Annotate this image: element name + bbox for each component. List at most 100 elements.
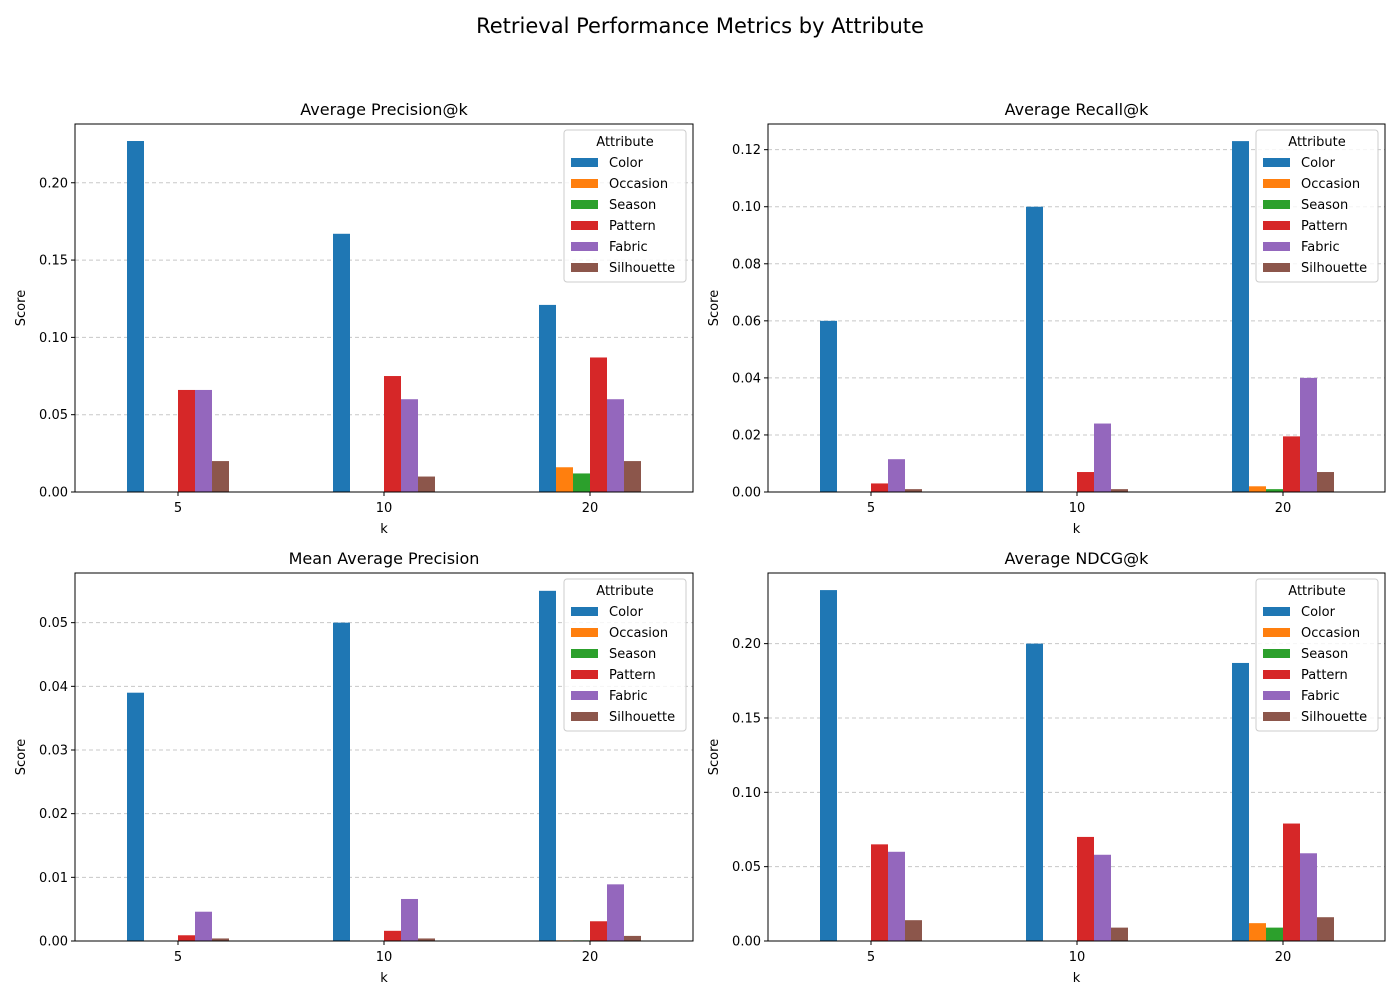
y-axis-label: Score — [707, 739, 722, 775]
bar-silhouette-k5 — [905, 920, 922, 941]
legend-swatch-color — [571, 607, 598, 616]
legend-label-pattern: Pattern — [609, 219, 656, 234]
legend-label-color: Color — [1301, 605, 1336, 620]
bar-pattern-k10 — [384, 930, 401, 941]
legend-label-season: Season — [609, 647, 656, 662]
bar-color-k5 — [127, 141, 144, 492]
bar-silhouette-k10 — [1111, 927, 1128, 941]
bar-occasion-k20 — [556, 467, 573, 492]
legend-title: Attribute — [596, 584, 653, 599]
legend-label-color: Color — [609, 156, 644, 171]
legend: Attribute Color Occasion Season Pattern Fabri… — [563, 578, 687, 732]
bar-fabric-k10 — [1094, 854, 1111, 941]
y-tick-label: 0.05 — [39, 408, 68, 423]
legend-label-pattern: Pattern — [1301, 668, 1348, 683]
bar-fabric-k5 — [888, 459, 905, 492]
legend-label-season: Season — [609, 198, 656, 213]
bar-silhouette-k20 — [624, 935, 641, 941]
legend-label-silhouette: Silhouette — [609, 710, 675, 725]
legend-label-silhouette: Silhouette — [609, 261, 675, 276]
legend-swatch-pattern — [571, 670, 598, 679]
bar-pattern-k5 — [178, 935, 195, 941]
legend-label-occasion: Occasion — [609, 177, 668, 192]
bar-pattern-k5 — [871, 483, 888, 492]
x-tick-label: 5 — [174, 950, 182, 965]
chart-panel-2: 0.00 0.02 0.04 0.06 0.08 0.10 0.12 5 10 20 k Score A… — [707, 100, 1386, 537]
bar-silhouette-k10 — [418, 938, 435, 941]
x-axis-label: k — [380, 522, 388, 537]
bar-season-k20 — [1266, 927, 1283, 941]
legend-swatch-fabric — [571, 242, 598, 251]
bar-color-k5 — [820, 320, 837, 492]
x-axis-label: k — [1073, 971, 1081, 986]
x-tick-label: 20 — [582, 950, 599, 965]
y-tick-label: 0.20 — [732, 637, 761, 652]
legend-swatch-pattern — [1263, 221, 1290, 230]
y-tick-label: 0.10 — [732, 786, 761, 801]
bar-color-k10 — [1026, 643, 1043, 941]
x-tick-label: 5 — [867, 501, 875, 516]
bar-occasion-k20 — [1249, 486, 1266, 492]
legend-swatch-color — [1263, 607, 1290, 616]
bar-season-k20 — [1266, 489, 1283, 492]
bar-color-k20 — [539, 590, 556, 941]
bar-color-k5 — [127, 692, 144, 941]
bar-pattern-k5 — [178, 389, 195, 492]
legend-label-occasion: Occasion — [1301, 626, 1360, 641]
y-axis-label: Score — [707, 290, 722, 326]
legend-swatch-occasion — [571, 628, 598, 637]
legend: Attribute Color Occasion Season Pattern Fabri… — [563, 129, 687, 283]
bar-silhouette-k20 — [624, 461, 641, 492]
x-tick-label: 10 — [376, 501, 393, 516]
legend-swatch-fabric — [1263, 242, 1290, 251]
bar-fabric-k10 — [401, 898, 418, 941]
bar-silhouette-k20 — [1317, 472, 1334, 492]
bar-color-k20 — [539, 304, 556, 492]
legend-title: Attribute — [596, 135, 653, 150]
bar-color-k20 — [1232, 141, 1249, 492]
legend-label-season: Season — [1301, 647, 1348, 662]
bar-fabric-k10 — [401, 399, 418, 492]
y-tick-label: 0.00 — [39, 486, 68, 501]
bar-silhouette-k5 — [212, 938, 229, 941]
x-tick-label: 20 — [1275, 950, 1292, 965]
legend-swatch-fabric — [1263, 691, 1290, 700]
legend-label-fabric: Fabric — [609, 240, 648, 255]
y-tick-label: 0.04 — [732, 371, 761, 386]
legend: Attribute Color Occasion Season Pattern Fabri… — [1255, 578, 1379, 732]
bar-occasion-k20 — [1249, 923, 1266, 941]
chart-panel-3: 0.00 0.01 0.02 0.03 0.04 0.05 5 10 20 k Score Mean … — [14, 549, 694, 986]
legend-swatch-silhouette — [571, 712, 598, 721]
chart-title: Mean Average Precision — [289, 549, 480, 568]
legend-swatch-silhouette — [571, 263, 598, 272]
legend: Attribute Color Occasion Season Pattern Fabri… — [1255, 129, 1379, 283]
chart-panel-4: 0.00 0.05 0.10 0.15 0.20 5 10 20 k Score Average N… — [707, 549, 1386, 986]
legend-swatch-silhouette — [1263, 263, 1290, 272]
bar-fabric-k20 — [1300, 853, 1317, 941]
legend-label-occasion: Occasion — [609, 626, 668, 641]
legend-title: Attribute — [1288, 584, 1345, 599]
legend-label-fabric: Fabric — [1301, 689, 1340, 704]
y-tick-label: 0.00 — [732, 935, 761, 950]
bar-pattern-k20 — [1283, 823, 1300, 941]
x-tick-label: 20 — [582, 501, 599, 516]
legend-swatch-fabric — [571, 691, 598, 700]
legend-swatch-season — [1263, 649, 1290, 658]
legend-label-occasion: Occasion — [1301, 177, 1360, 192]
bar-silhouette-k5 — [212, 461, 229, 492]
x-tick-label: 10 — [376, 950, 393, 965]
y-tick-label: 0.12 — [732, 143, 761, 158]
y-tick-label: 0.03 — [39, 743, 68, 758]
legend-swatch-occasion — [1263, 179, 1290, 188]
bar-color-k20 — [1232, 662, 1249, 941]
legend-label-silhouette: Silhouette — [1301, 710, 1367, 725]
bar-silhouette-k10 — [418, 476, 435, 492]
bar-color-k10 — [333, 622, 350, 941]
x-axis-label: k — [380, 971, 388, 986]
legend-label-pattern: Pattern — [1301, 219, 1348, 234]
bar-color-k10 — [333, 233, 350, 493]
x-tick-label: 20 — [1275, 501, 1292, 516]
y-tick-label: 0.01 — [39, 871, 68, 886]
bar-pattern-k20 — [1283, 436, 1300, 492]
